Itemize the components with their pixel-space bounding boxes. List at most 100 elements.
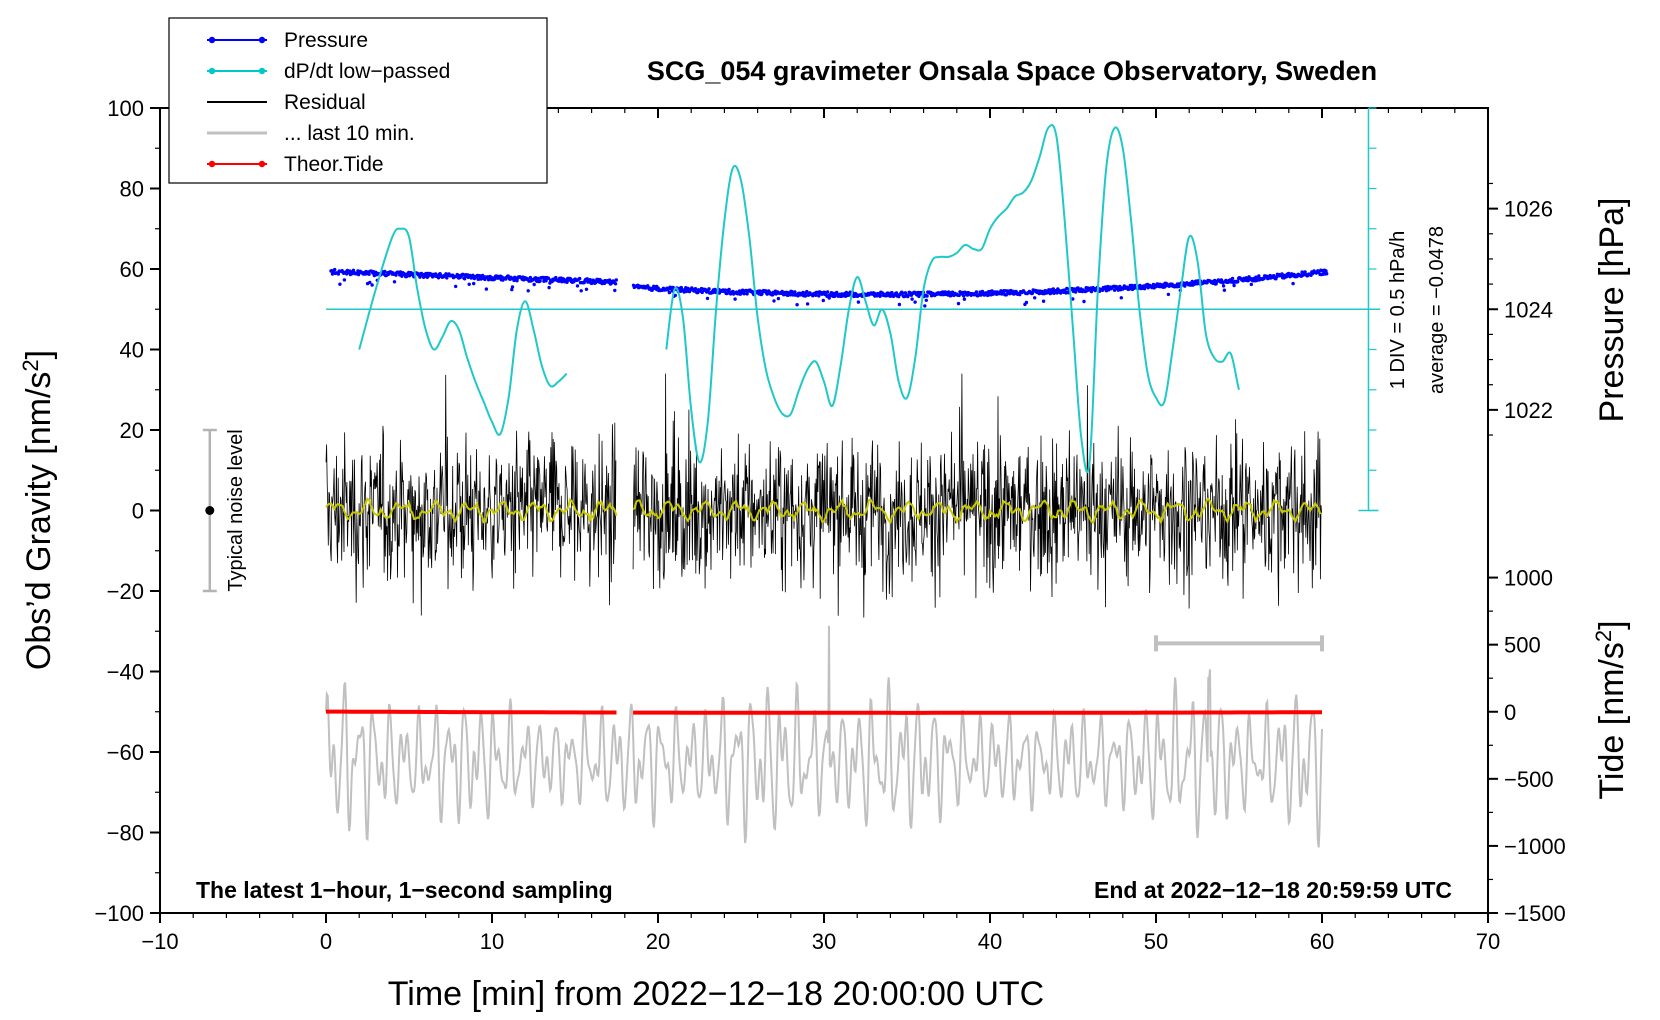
pressure-point (727, 287, 731, 292)
dpdt-series (326, 124, 1381, 473)
dpdt-line-1 (358, 227, 568, 436)
dpdt-scale-axis (1358, 107, 1379, 512)
pressure-point (1222, 288, 1227, 292)
legend: Pressure dP/dt low−passed Residual ... last… (168, 17, 548, 184)
pressure-tick-label: 1022 (1504, 398, 1553, 423)
pressure-point (835, 290, 839, 295)
legend-label: ... last 10 min. (284, 122, 415, 145)
y-tick-label: −20 (107, 579, 144, 604)
pressure-point (913, 300, 917, 304)
pressure-point (1221, 284, 1226, 288)
tide-axis-title-main: Tide [nm/s (1593, 642, 1631, 799)
pressure-point (400, 274, 404, 278)
pressure-point (1018, 292, 1022, 297)
pressure-point (906, 293, 911, 297)
pressure-point (418, 275, 422, 279)
legend-swatch-marker (208, 160, 216, 168)
pressure-point (1138, 283, 1142, 288)
pressure-point (336, 272, 341, 276)
pressure-point (924, 298, 928, 302)
pressure-point (579, 289, 583, 293)
legend-swatch-marker (258, 160, 266, 168)
tide-series (326, 709, 1322, 715)
tide-tick-label: 1000 (1504, 566, 1553, 591)
pressure-point (370, 283, 374, 287)
pressure-point (758, 289, 762, 293)
pressure-point (510, 287, 514, 292)
pressure-point (979, 293, 983, 297)
pressure-point (1291, 281, 1295, 286)
pressure-point (584, 287, 589, 291)
residual-smooth-series (325, 497, 1322, 526)
pressure-point (1041, 299, 1046, 303)
pressure-point (693, 287, 698, 291)
pressure-point (1065, 286, 1069, 291)
pressure-point (1033, 296, 1037, 300)
pressure-point (827, 296, 831, 300)
pressure-point (538, 279, 542, 283)
noise-level-marker: Typical noise level (202, 428, 247, 593)
pressure-point (742, 292, 746, 296)
pressure-point (817, 294, 821, 298)
pressure-point (900, 291, 905, 295)
pressure-point (547, 285, 551, 290)
y-tick-label: 40 (120, 338, 144, 363)
pressure-point (803, 294, 807, 298)
pressure-point (1071, 297, 1075, 301)
pressure-point (348, 269, 352, 273)
pressure-point (805, 302, 810, 306)
y-tick-label: 80 (120, 177, 144, 202)
legend-swatch-marker (208, 36, 216, 44)
legend-label: Residual (284, 91, 366, 114)
tide-axis-title-sup: 2 (1591, 630, 1616, 642)
pressure-point (463, 277, 467, 281)
pressure-point (826, 290, 830, 294)
pressure-point (575, 284, 580, 288)
y-tick-label: 60 (120, 257, 144, 282)
pressure-tick-label: 1024 (1504, 297, 1553, 322)
pressure-axis-ticks: 1022 1024 1026 (1488, 182, 1553, 436)
pressure-point (795, 303, 799, 307)
corner-text-right: End at 2022−12−18 20:59:59 UTC (1094, 877, 1452, 903)
tide-tick-label: −500 (1504, 767, 1554, 792)
x-tick-label: 50 (1144, 929, 1168, 954)
pressure-point (528, 275, 533, 280)
pressure-point (1119, 296, 1124, 300)
residual-smooth-line-1 (632, 497, 1322, 526)
pressure-point (578, 276, 582, 281)
x-tick-label: 40 (978, 929, 1002, 954)
pressure-point (407, 274, 412, 278)
pressure-point (793, 290, 797, 294)
pressure-axis-title: Pressure [hPa] (1593, 198, 1631, 423)
pressure-point (467, 282, 471, 286)
tide-line-0 (326, 709, 617, 715)
pressure-point (588, 278, 592, 282)
pressure-point (515, 279, 519, 283)
tide-tick-label: 500 (1504, 633, 1541, 658)
tide-axis-title: Tide [nm/s2] (1591, 620, 1631, 799)
pressure-point (338, 282, 342, 286)
pressure-point (707, 287, 711, 291)
x-tick-label: 30 (812, 929, 836, 954)
pressure-point (962, 294, 966, 298)
legend-label: dP/dt low−passed (284, 60, 450, 83)
dpdt-scale-label: 1 DIV = 0.5 hPa/h (1387, 231, 1409, 389)
pressure-point (436, 276, 441, 280)
pressure-point (1249, 282, 1254, 287)
legend-swatch-marker (258, 67, 266, 75)
x-tick-label: 20 (646, 929, 670, 954)
pressure-point (821, 298, 825, 303)
pressure-point (897, 302, 902, 307)
pressure-series (329, 267, 1329, 308)
legend-swatch-marker (258, 36, 266, 44)
pressure-point (1230, 276, 1235, 281)
pressure-point (1082, 299, 1086, 304)
pressure-point (484, 287, 489, 291)
pressure-point (546, 276, 551, 280)
pressure-point (705, 296, 710, 301)
x-tick-label: 60 (1310, 929, 1334, 954)
pressure-point (805, 289, 809, 294)
tide-axis-title-end: ] (1593, 620, 1631, 629)
pressure-tick-label: 1026 (1504, 197, 1553, 222)
corner-text-left: The latest 1−hour, 1−second sampling (196, 877, 613, 903)
